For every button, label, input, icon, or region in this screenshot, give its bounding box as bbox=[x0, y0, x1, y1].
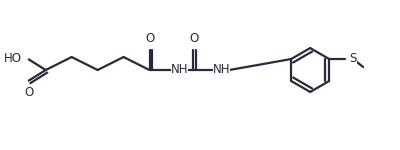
Text: O: O bbox=[24, 86, 34, 99]
Text: O: O bbox=[190, 32, 199, 45]
Text: O: O bbox=[145, 32, 154, 45]
Text: S: S bbox=[349, 52, 356, 64]
Text: HO: HO bbox=[4, 52, 22, 65]
Text: NH: NH bbox=[171, 63, 188, 75]
Text: NH: NH bbox=[213, 63, 230, 75]
